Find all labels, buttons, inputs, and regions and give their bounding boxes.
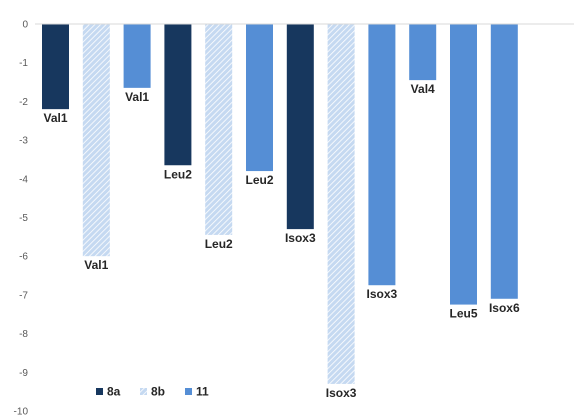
bar-11-leu5 — [450, 24, 477, 305]
legend-label: 8b — [151, 385, 165, 399]
y-tick-label: -6 — [19, 252, 28, 263]
bar-11-val4 — [409, 24, 437, 81]
y-tick-label: -5 — [19, 213, 28, 224]
y-tick-label: -1 — [19, 58, 28, 69]
legend: 8a 8b 11 — [96, 385, 209, 399]
bar-data-label: Isox3 — [367, 287, 398, 301]
bar-data-label: Isox6 — [489, 301, 520, 315]
bar-data-label: Isox3 — [285, 231, 316, 245]
legend-swatch-8b — [140, 388, 147, 395]
bar-data-label: Val1 — [84, 258, 108, 272]
y-tick-label: -7 — [19, 290, 28, 301]
bar-11-isox6 — [490, 24, 518, 299]
y-tick-label: 0 — [22, 20, 28, 31]
bar-8a-isox3 — [286, 24, 314, 230]
bar-8a-leu2 — [164, 24, 192, 166]
bar-11-leu2 — [246, 24, 273, 172]
bar-data-label: Leu2 — [245, 173, 273, 187]
y-tick-label: -10 — [14, 407, 29, 417]
y-axis: 0 -1 -2 -3 -4 -5 -6 -7 -8 -9 -10 — [14, 20, 29, 417]
bar-11-val1 — [123, 24, 151, 88]
bar-labels: Val1 Val1 Val1 Leu2 Leu2 Leu2 Isox3 Isox3 Isox3 V… — [43, 82, 519, 400]
bar-data-label: Val1 — [43, 111, 67, 125]
bar-8a-val1 — [42, 24, 69, 110]
bar-data-label: Leu2 — [164, 167, 192, 181]
bar-data-label: Leu5 — [449, 307, 477, 321]
bar-data-label: Leu2 — [205, 237, 233, 251]
bar-8b-isox3 — [327, 24, 355, 384]
legend-label: 11 — [196, 385, 209, 399]
bar-8b-val1 — [82, 24, 110, 257]
bar-data-label: Isox3 — [326, 386, 357, 400]
y-tick-label: -9 — [19, 368, 28, 379]
y-tick-label: -3 — [19, 136, 28, 147]
bar-data-label: Val4 — [411, 82, 435, 96]
bars — [42, 24, 518, 384]
bar-8b-leu2 — [205, 24, 233, 235]
y-tick-label: -8 — [19, 329, 28, 340]
legend-swatch-11 — [185, 388, 192, 395]
bar-data-label: Val1 — [125, 90, 149, 104]
legend-swatch-8a — [96, 388, 103, 395]
y-tick-label: -2 — [19, 97, 28, 108]
y-tick-label: -4 — [19, 174, 28, 185]
bar-11-isox3 — [368, 24, 396, 286]
legend-label: 8a — [107, 385, 121, 399]
